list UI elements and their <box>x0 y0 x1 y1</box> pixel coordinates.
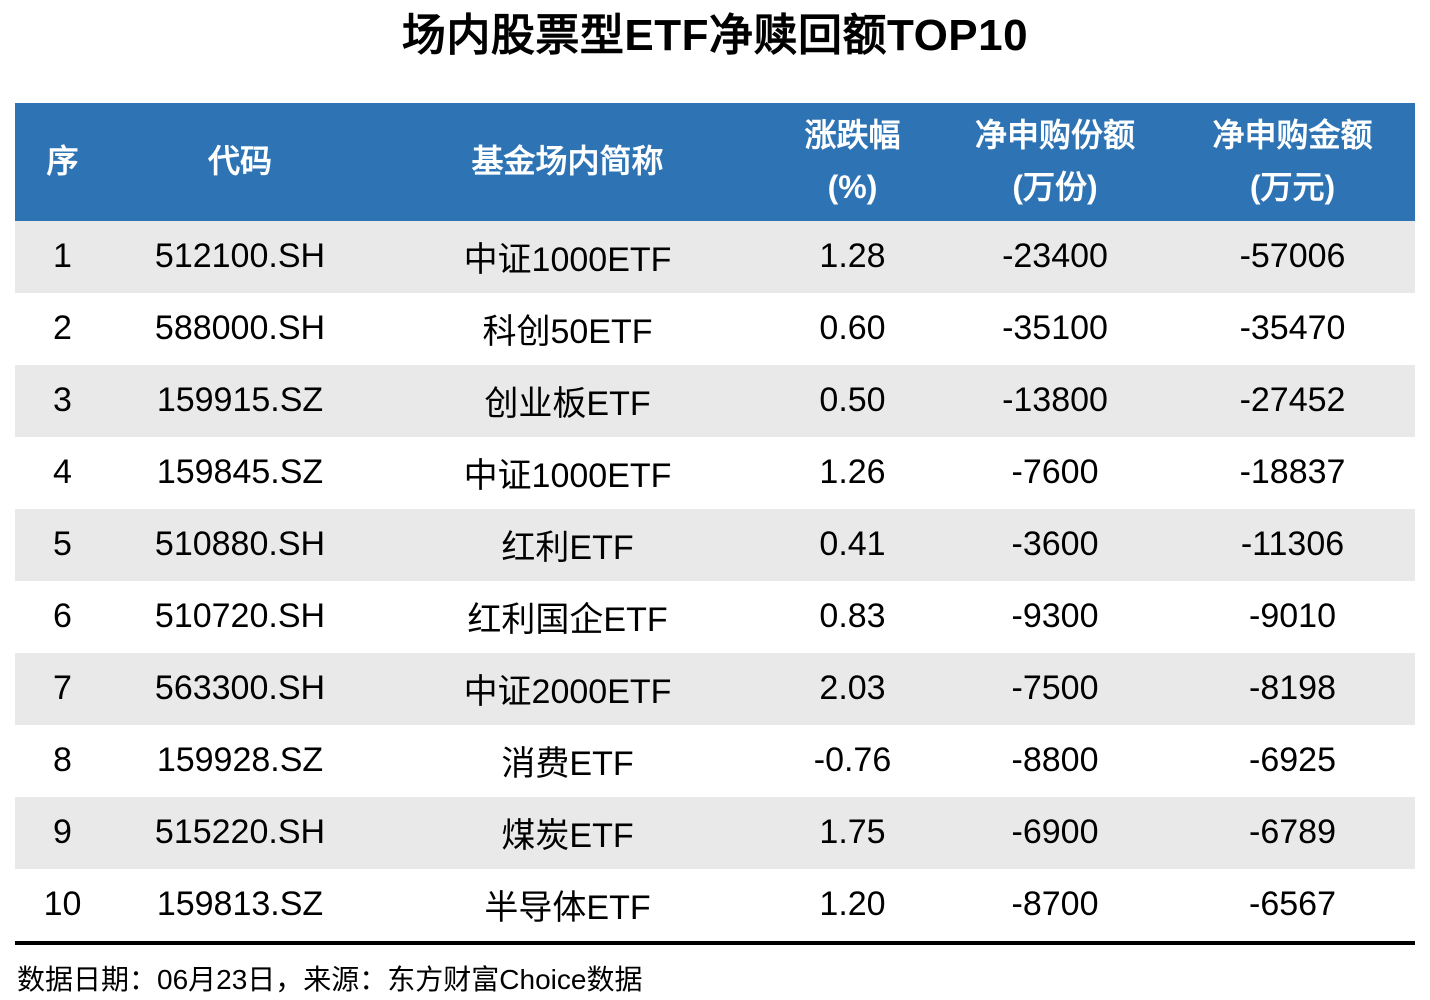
cell-change_pct: 0.50 <box>819 381 886 420</box>
cell-rank: 4 <box>53 453 72 492</box>
cell-net_shares: -3600 <box>1011 525 1099 564</box>
cell-change_pct: 1.75 <box>819 813 886 852</box>
table-row: 5 510880.SH 红利ETF 0.41 -3600 -11306 <box>15 508 1415 581</box>
table-row: 10 159813.SZ 半导体ETF 1.20 -8700 -6567 <box>15 868 1415 943</box>
cell-net_amount: -6925 <box>1249 741 1336 780</box>
column-header-net_shares: 净申购份额 (万份) <box>940 102 1170 221</box>
cell-net_shares: -23400 <box>1002 237 1108 276</box>
table-row: 9 515220.SH 煤炭ETF 1.75 -6900 -6789 <box>15 796 1415 869</box>
cell-rank: 10 <box>43 885 82 924</box>
cell-net_shares: -7500 <box>1011 669 1099 708</box>
column-header-change_pct-line: (%) <box>827 168 878 205</box>
cell-change_pct: 1.28 <box>819 237 886 276</box>
cell-rank: 9 <box>53 813 72 852</box>
cell-code: 510880.SH <box>154 525 326 564</box>
cell-net_amount: -9010 <box>1249 597 1336 636</box>
cell-change_pct: 0.41 <box>819 525 886 564</box>
cell-name: 红利国企ETF <box>467 601 668 640</box>
column-header-net_amount-line: 净申购金额 <box>1212 116 1373 153</box>
cell-code: 515220.SH <box>154 813 326 852</box>
cell-code: 512100.SH <box>154 237 326 276</box>
column-header-change_pct-line: 涨跌幅 <box>804 116 901 153</box>
column-header-rank-line: 序 <box>46 142 79 179</box>
cell-net_shares: -8700 <box>1011 885 1099 924</box>
cell-net_amount: -35470 <box>1239 309 1346 348</box>
cell-name: 中证1000ETF <box>463 457 672 496</box>
column-header-net_shares-line: (万份) <box>1012 168 1098 205</box>
cell-net_shares: -7600 <box>1011 453 1099 492</box>
cell-name: 煤炭ETF <box>501 817 634 856</box>
cell-change_pct: 1.26 <box>819 453 886 492</box>
column-header-code: 代码 <box>110 102 370 221</box>
column-header-name-line: 基金场内简称 <box>471 142 664 179</box>
cell-rank: 2 <box>53 309 72 348</box>
column-header-net_shares-line: 净申购份额 <box>974 116 1135 153</box>
table-row: 1 512100.SH 中证1000ETF 1.28 -23400 -57006 <box>15 220 1415 293</box>
cell-net_shares: -6900 <box>1011 813 1099 852</box>
table-header-row: 序 代码 基金场内简称 涨跌幅 (%) 净申购份额 (万份) 净申购金额 (万元) <box>15 102 1415 221</box>
cell-net_shares: -8800 <box>1011 741 1099 780</box>
table-row: 8 159928.SZ 消费ETF -0.76 -8800 -6925 <box>15 724 1415 797</box>
page: 场内股票型ETF净赎回额TOP10 序 代码 基金场内简称 涨跌幅 (%) 净申购份额 (万… <box>0 10 1430 998</box>
cell-change_pct: 1.20 <box>819 885 886 924</box>
cell-code: 563300.SH <box>154 669 326 708</box>
cell-name: 中证2000ETF <box>463 673 672 712</box>
cell-code: 510720.SH <box>154 597 326 636</box>
column-header-name: 基金场内简称 <box>370 102 765 221</box>
cell-name: 创业板ETF <box>484 385 651 424</box>
cell-rank: 8 <box>53 741 72 780</box>
column-header-net_amount-line: (万元) <box>1249 168 1336 205</box>
table-row: 7 563300.SH 中证2000ETF 2.03 -7500 -8198 <box>15 652 1415 725</box>
cell-net_shares: -13800 <box>1002 381 1108 420</box>
cell-rank: 3 <box>53 381 72 420</box>
column-header-code-line: 代码 <box>207 142 272 179</box>
cell-rank: 5 <box>53 525 72 564</box>
cell-net_amount: -6789 <box>1249 813 1336 852</box>
table-row: 3 159915.SZ 创业板ETF 0.50 -13800 -27452 <box>15 364 1415 437</box>
cell-change_pct: 2.03 <box>819 669 886 708</box>
cell-rank: 7 <box>53 669 72 708</box>
cell-rank: 1 <box>53 237 72 276</box>
cell-code: 159928.SZ <box>156 741 324 780</box>
cell-name: 中证1000ETF <box>463 241 672 280</box>
cell-rank: 6 <box>53 597 72 636</box>
cell-code: 159813.SZ <box>156 885 324 924</box>
table-header: 序 代码 基金场内简称 涨跌幅 (%) 净申购份额 (万份) 净申购金额 (万元) <box>15 102 1415 221</box>
page-title: 场内股票型ETF净赎回额TOP10 <box>401 11 1029 60</box>
cell-net_amount: -11306 <box>1240 525 1345 564</box>
table-body: 1 512100.SH 中证1000ETF 1.28 -23400 -57006 2 5880… <box>15 220 1415 943</box>
table-row: 2 588000.SH 科创50ETF 0.60 -35100 -35470 <box>15 292 1415 365</box>
cell-net_amount: -27452 <box>1239 381 1346 420</box>
cell-name: 红利ETF <box>501 529 634 568</box>
cell-net_amount: -57006 <box>1239 237 1346 276</box>
cell-name: 消费ETF <box>501 745 634 784</box>
cell-net_shares: -9300 <box>1011 597 1099 636</box>
column-header-change_pct: 涨跌幅 (%) <box>765 102 940 221</box>
cell-code: 159915.SZ <box>156 381 324 420</box>
cell-change_pct: 0.83 <box>819 597 886 636</box>
cell-net_amount: -18837 <box>1239 453 1346 492</box>
cell-net_shares: -35100 <box>1002 309 1108 348</box>
table-row: 4 159845.SZ 中证1000ETF 1.26 -7600 -18837 <box>15 436 1415 509</box>
cell-change_pct: 0.60 <box>819 309 886 348</box>
etf-net-redemption-table: 序 代码 基金场内简称 涨跌幅 (%) 净申购份额 (万份) 净申购金额 (万元) 1 51210… <box>15 102 1415 945</box>
cell-change_pct: -0.76 <box>813 741 892 780</box>
column-header-net_amount: 净申购金额 (万元) <box>1170 102 1415 221</box>
cell-name: 科创50ETF <box>482 313 653 352</box>
cell-code: 159845.SZ <box>156 453 324 492</box>
column-header-rank: 序 <box>15 102 110 221</box>
cell-net_amount: -6567 <box>1249 885 1336 924</box>
cell-code: 588000.SH <box>154 309 326 348</box>
cell-net_amount: -8198 <box>1249 669 1336 708</box>
table-row: 6 510720.SH 红利国企ETF 0.83 -9300 -9010 <box>15 580 1415 653</box>
cell-name: 半导体ETF <box>484 889 651 928</box>
data-source-note: 数据日期：06月23日，来源：东方财富Choice数据 <box>17 963 643 995</box>
